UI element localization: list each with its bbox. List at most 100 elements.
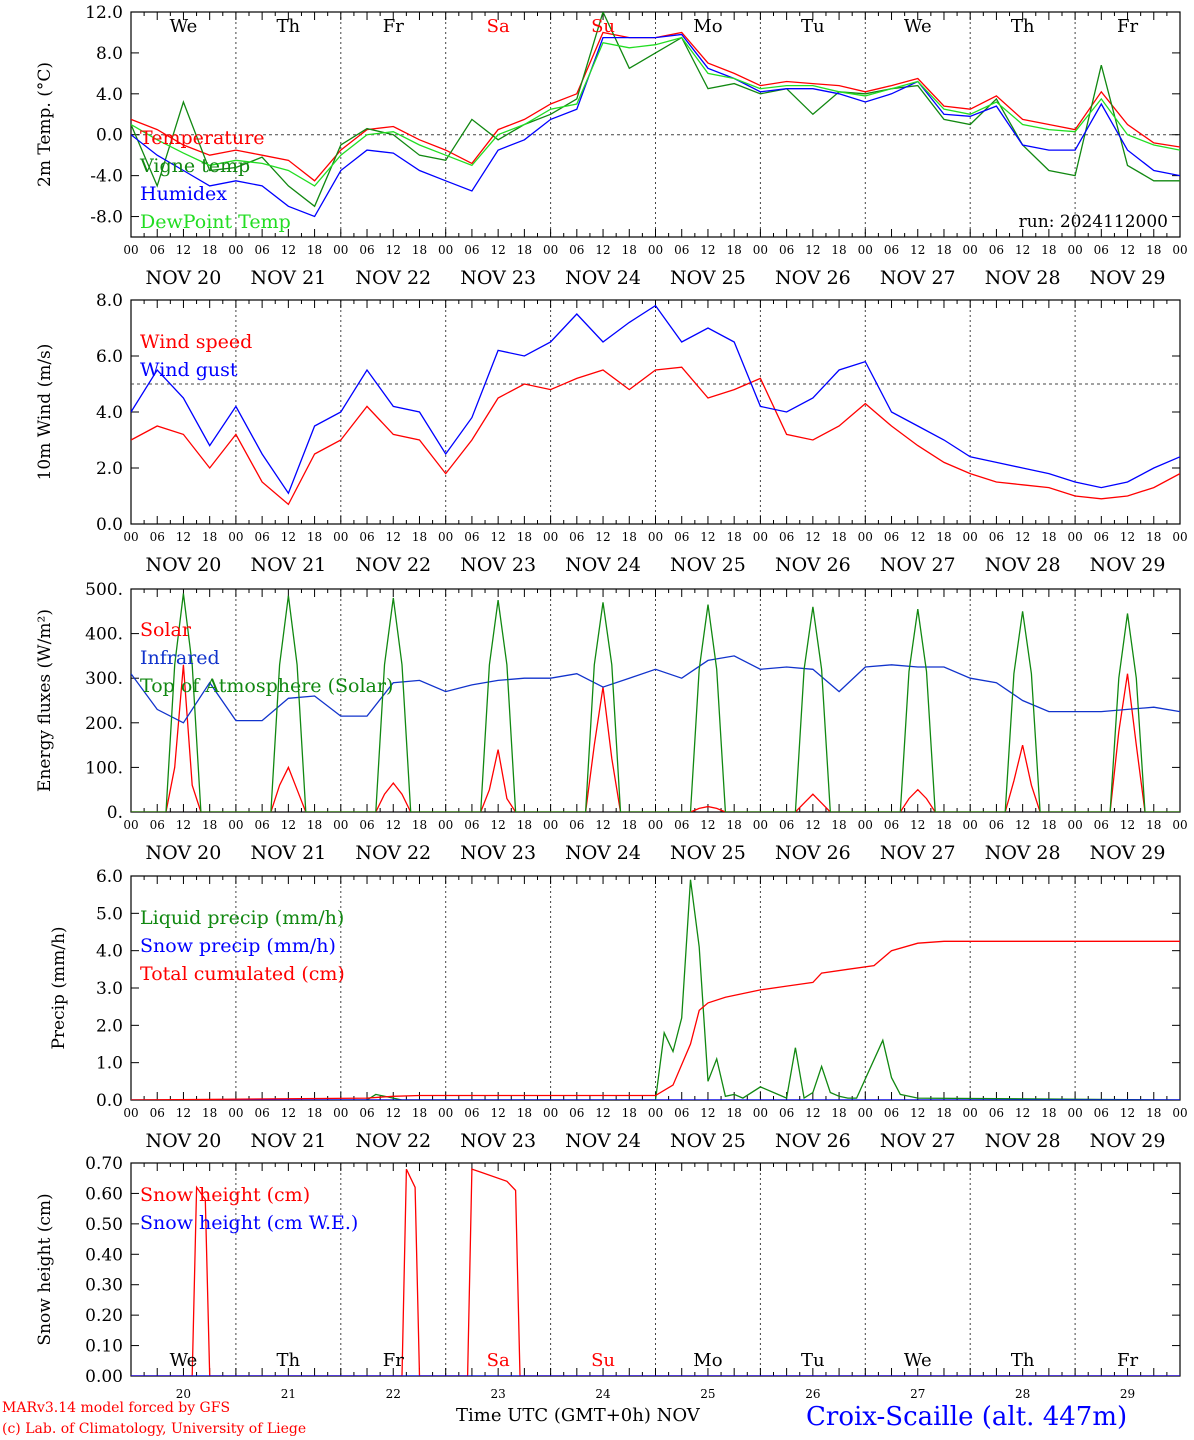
hour-label: 00: [333, 1106, 348, 1120]
hour-label: 18: [517, 530, 532, 544]
series-line-top-of-atmosphere-solar-: [131, 593, 1180, 812]
hour-label: 06: [150, 818, 165, 832]
hour-label: 00: [963, 530, 978, 544]
legend-entry: Vigne temp: [139, 155, 250, 177]
date-label: NOV 28: [985, 1130, 1061, 1152]
date-label: NOV 26: [775, 1130, 851, 1152]
hour-label: 18: [622, 818, 637, 832]
series-line-total-cumulated-cm-: [131, 940, 1180, 1100]
day-number-label: 25: [700, 1387, 715, 1401]
hour-label: 12: [1120, 530, 1135, 544]
y-tick-label: 0.0: [96, 126, 123, 146]
hour-label: 18: [1041, 243, 1056, 257]
hour-label: 12: [176, 243, 191, 257]
weekday-label: Th: [1011, 1350, 1035, 1371]
series-line-dewpoint-temp: [131, 36, 1180, 187]
hour-label: 18: [936, 818, 951, 832]
hour-label: 18: [727, 818, 742, 832]
series-line-vigne-temp: [131, 12, 1180, 208]
weekday-label: Th: [277, 1350, 301, 1371]
hour-label: 00: [858, 243, 873, 257]
hour-label: 12: [910, 243, 925, 257]
hour-label: 18: [622, 1106, 637, 1120]
weekday-label: Sa: [487, 1350, 510, 1371]
hour-label: 18: [307, 818, 322, 832]
hour-label: 18: [307, 243, 322, 257]
hour-label: 18: [936, 530, 951, 544]
y-tick-label: 0.30: [85, 1276, 123, 1296]
hour-label: 00: [543, 1106, 558, 1120]
hour-label: 00: [858, 1106, 873, 1120]
hour-label: 12: [1120, 1106, 1135, 1120]
hour-label: 18: [517, 1106, 532, 1120]
hour-label: 12: [805, 818, 820, 832]
hour-label: 06: [674, 1106, 689, 1120]
hour-label: 00: [1067, 530, 1082, 544]
day-number-label: 27: [910, 1387, 925, 1401]
hour-label: 00: [228, 818, 243, 832]
hour-label: 06: [150, 1106, 165, 1120]
y-tick-label: 0.00: [85, 1367, 123, 1387]
y-tick-label: 0.20: [85, 1306, 123, 1326]
hour-label: 18: [307, 530, 322, 544]
weekday-label: Tu: [801, 1350, 825, 1371]
hour-label: 18: [1146, 243, 1161, 257]
y-tick-label: 400.: [85, 625, 123, 645]
weekday-label: Fr: [1117, 16, 1138, 37]
legend-entry: Snow precip (mm/h): [140, 935, 336, 957]
weekday-label: Su: [591, 1350, 615, 1371]
series-line-infrared: [131, 655, 1180, 724]
hour-label: 12: [910, 1106, 925, 1120]
date-label: NOV 29: [1090, 267, 1166, 289]
hour-label: 12: [700, 1106, 715, 1120]
date-label: NOV 27: [880, 267, 956, 289]
weekday-label: Th: [277, 16, 301, 37]
hour-label: 06: [884, 243, 899, 257]
panel-wind: 0.0 2.0 4.0 6.0 8.0 10m Wind (m/s) 00 06 12 18 00 0…: [35, 291, 1188, 576]
y-tick-label: 5.0: [96, 904, 123, 924]
hour-label: 00: [1172, 818, 1187, 832]
hour-label: 06: [359, 243, 374, 257]
hour-label: 12: [176, 818, 191, 832]
weekday-label: We: [170, 1350, 198, 1371]
y-tick-label: 200.: [85, 714, 123, 734]
hour-label: 06: [464, 1106, 479, 1120]
y-axis-label: 2m Temp. (°C): [35, 62, 55, 187]
hour-label: 00: [543, 243, 558, 257]
model-credit: MARv3.14 model forced by GFS (c) Lab. of…: [2, 1398, 306, 1440]
legend-entry: Humidex: [140, 183, 227, 205]
hour-label: 12: [176, 530, 191, 544]
hour-label: 06: [464, 530, 479, 544]
hour-label: 00: [123, 530, 138, 544]
hour-label: 12: [805, 243, 820, 257]
hour-label: 06: [569, 818, 584, 832]
hour-label: 12: [386, 530, 401, 544]
day-number-label: 21: [281, 1387, 296, 1401]
y-tick-label: 0.0: [96, 1091, 123, 1111]
y-tick-label: 6.0: [96, 867, 123, 887]
hour-label: 18: [936, 243, 951, 257]
hour-label: 06: [464, 818, 479, 832]
hour-label: 18: [831, 1106, 846, 1120]
model-line: MARv3.14 model forced by GFS: [2, 1400, 231, 1416]
hour-label: 06: [884, 530, 899, 544]
hour-label: 06: [254, 1106, 269, 1120]
hour-label: 06: [779, 243, 794, 257]
hour-label: 18: [202, 243, 217, 257]
hour-label: 00: [1067, 243, 1082, 257]
series-line-liquid-precip-mm-h-: [131, 879, 1180, 1100]
weekday-label: We: [904, 16, 932, 37]
hour-label: 12: [1015, 243, 1030, 257]
weekday-label: We: [904, 1350, 932, 1371]
panel-precip: 0.0 1.0 2.0 3.0 4.0 5.0 6.0 Precip (mm/h) 00 06 12…: [49, 867, 1188, 1152]
hour-label: 00: [753, 818, 768, 832]
hour-label: 12: [1015, 530, 1030, 544]
hour-label: 00: [438, 530, 453, 544]
hour-label: 06: [150, 530, 165, 544]
hour-label: 12: [491, 530, 506, 544]
hour-label: 12: [700, 530, 715, 544]
legend-entry: Liquid precip (mm/h): [140, 907, 344, 929]
hour-label: 12: [491, 243, 506, 257]
date-label: NOV 20: [146, 842, 222, 864]
hour-label: 06: [674, 530, 689, 544]
